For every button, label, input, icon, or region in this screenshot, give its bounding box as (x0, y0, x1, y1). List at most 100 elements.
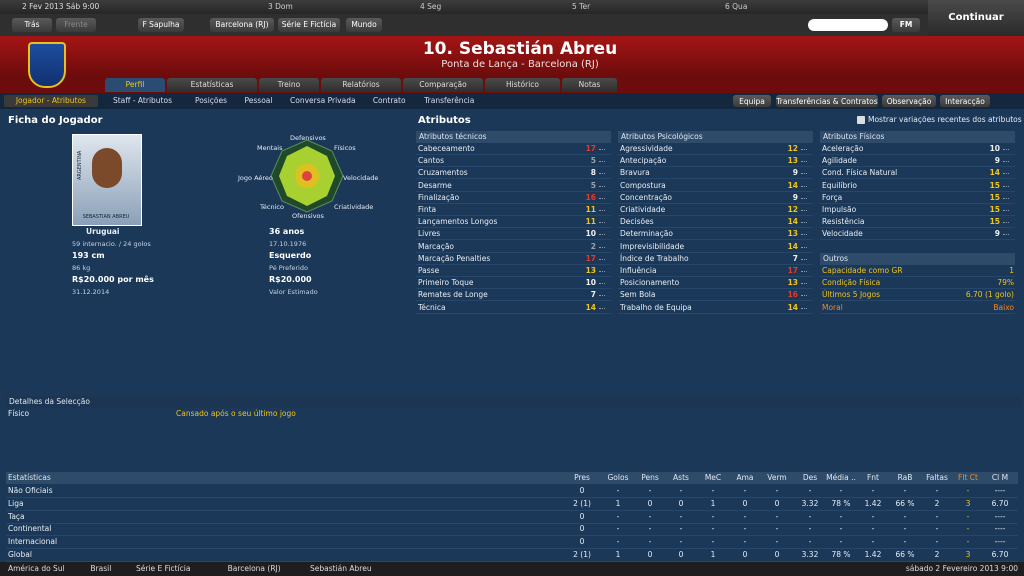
tab[interactable]: Relatórios (321, 78, 401, 92)
stats-row (6, 511, 1018, 524)
attribute-row (618, 277, 813, 290)
day[interactable]: 3 Dom (268, 2, 293, 11)
day[interactable]: 6 Qua (725, 2, 748, 11)
back-button[interactable]: Trás (12, 18, 52, 32)
attribute-name: Índice de Trabalho (620, 253, 689, 263)
attribute-name: Primeiro Toque (418, 278, 474, 288)
action-menu[interactable]: Interacção (940, 95, 990, 107)
profile-value: R$20.000 (269, 275, 312, 284)
stats-cell: - (775, 537, 779, 547)
subtab[interactable]: Conversa Privada (290, 96, 356, 105)
trend (1003, 197, 1009, 200)
other-label: Últimos 5 Jogos (822, 290, 880, 300)
forward-button[interactable]: Frente (56, 18, 96, 32)
tab[interactable]: Histórico (485, 78, 560, 92)
attribute-row (416, 143, 611, 155)
tab[interactable]: Comparação (403, 78, 483, 92)
attribute-name: Lançamentos Longos (418, 217, 498, 227)
stats-cell: - (839, 524, 843, 534)
checkbox[interactable] (857, 116, 865, 124)
nav-menu[interactable]: Mundo (346, 18, 382, 32)
trend (801, 185, 807, 188)
action-menu[interactable]: Observação (882, 95, 936, 107)
attribute-row (618, 143, 813, 155)
search-box[interactable] (808, 19, 888, 31)
other-label: Condição Física (822, 278, 881, 288)
radar-label: Físicos (334, 144, 356, 152)
breadcrumb[interactable]: Série E Fictícia (136, 564, 191, 573)
attribute-value: 13 (787, 156, 798, 166)
stats-cell: 0 (579, 486, 585, 495)
stats-header: Golos (607, 473, 629, 482)
fm-menu[interactable]: FM (892, 18, 920, 32)
stats-cell: 2 (1) (573, 498, 591, 508)
attribute-row (820, 228, 1015, 241)
stats-cell: - (775, 524, 779, 534)
footer-datetime: sábado 2 Fevereiro 2013 9:00 (905, 564, 1018, 573)
breadcrumb[interactable]: Sebastián Abreu (310, 564, 372, 573)
trend (599, 210, 605, 212)
attribute-name: Trabalho de Equipa (620, 302, 692, 312)
stats-cell: ---- (994, 524, 1006, 534)
radar-label: Velocidade (343, 174, 379, 182)
attribute-row (618, 302, 813, 314)
tab[interactable]: Notas (562, 78, 617, 92)
crest (28, 42, 66, 88)
profile-caps: 59 internacio. / 24 golos (72, 240, 151, 248)
subtab[interactable]: Staff - Atributos (112, 96, 172, 105)
day[interactable]: 4 Seg (420, 2, 442, 11)
attribute-value: 11 (585, 217, 596, 227)
continue-button[interactable]: Continuar (928, 0, 1024, 36)
trend (1003, 210, 1009, 212)
other-row (820, 277, 1015, 290)
subtab[interactable]: Transferência (424, 96, 475, 105)
day[interactable]: 5 Ter (572, 2, 591, 11)
tab[interactable]: Treino (259, 78, 319, 92)
action-menu[interactable]: Transferências & Contratos (776, 95, 878, 107)
radar-label: Ofensivos (292, 212, 324, 220)
breadcrumb[interactable]: Brasil (90, 564, 112, 573)
trend (801, 234, 807, 236)
attribute-value: 14 (787, 217, 798, 227)
stats-cell: - (743, 524, 747, 534)
stats-cell: - (966, 486, 970, 495)
nav-menu[interactable]: Série E Fictícia (278, 18, 340, 32)
attribute-name: Marcação Penalties (418, 253, 491, 263)
other-row (820, 265, 1015, 277)
attribute-value: 5 (590, 180, 596, 190)
subtab[interactable]: Jogador - Atributos (4, 95, 98, 107)
stats-cell: - (935, 486, 939, 495)
other-value: 6.70 (1 golo) (965, 290, 1014, 300)
stats-cell: 66 % (895, 498, 915, 508)
trend (801, 149, 807, 151)
photo-label: SEBASTIAN ABREU (82, 214, 130, 220)
breadcrumb[interactable]: Barcelona (RJ) (227, 564, 281, 573)
stats-cell: - (808, 524, 812, 534)
breadcrumb[interactable]: América do Sul (8, 564, 65, 573)
attribute-row (618, 241, 813, 253)
subtab[interactable]: Posições (194, 96, 228, 105)
subtab[interactable]: Contrato (372, 96, 406, 105)
stats-cell: - (743, 511, 747, 521)
attribute-name: Cond. Física Natural (822, 168, 898, 178)
attribute-value: 15 (989, 205, 1000, 214)
attribute-value: 13 (787, 229, 798, 239)
stats-cell: - (839, 511, 843, 521)
attribute-value: 14 (787, 180, 798, 190)
tab[interactable]: Perfil (105, 78, 165, 92)
subtab[interactable]: Pessoal (244, 96, 273, 105)
nav-menu[interactable]: Barcelona (RJ) (210, 18, 274, 32)
trend (801, 173, 807, 175)
nav-menu[interactable]: F Sapulha (138, 18, 184, 32)
stats-cell: 0 (742, 550, 748, 559)
stats-cell: 2 (934, 498, 940, 508)
attribute-row (618, 265, 813, 277)
action-menu[interactable]: Equipa (733, 95, 771, 107)
attribute-value: 5 (590, 156, 596, 166)
profile-height: 193 cm (72, 251, 105, 260)
tab[interactable]: Estatísticas (167, 78, 257, 92)
radar-label: Criatividade (334, 203, 374, 211)
toggle-label[interactable]: Mostrar variações recentes dos atributos (868, 115, 1022, 124)
stats-cell: - (711, 486, 715, 495)
section-title: Ficha do Jogador (8, 115, 103, 126)
